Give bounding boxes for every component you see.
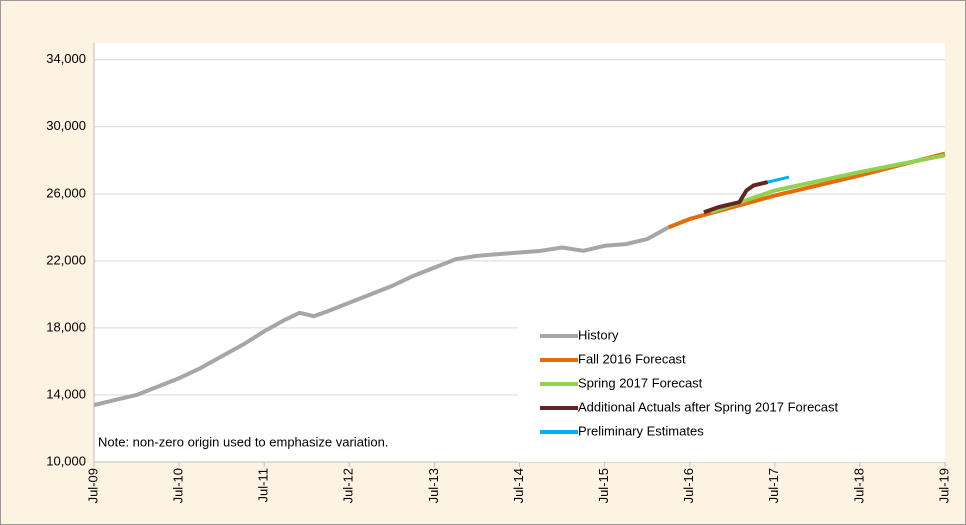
legend-label: Additional Actuals after Spring 2017 For… xyxy=(578,399,839,414)
y-tick-label: 26,000 xyxy=(46,185,86,200)
x-tick-label: Jul-17 xyxy=(766,468,781,503)
y-tick-label: 34,000 xyxy=(46,51,86,66)
series-line xyxy=(767,175,790,184)
legend-label: Fall 2016 Forecast xyxy=(578,351,686,366)
legend-box xyxy=(518,322,945,462)
series-line xyxy=(710,153,946,215)
series-line xyxy=(703,180,769,215)
x-tick-label: Jul-10 xyxy=(171,468,186,503)
y-tick-label: 14,000 xyxy=(46,386,86,401)
x-tick-label: Jul-18 xyxy=(851,468,866,503)
series-line xyxy=(93,225,670,407)
y-tick-label: 18,000 xyxy=(46,319,86,334)
note: Note: non-zero origin used to emphasize … xyxy=(98,434,389,449)
x-tick-label: Jul-15 xyxy=(596,468,611,503)
y-tick-label: 22,000 xyxy=(46,252,86,267)
x-tick-label: Jul-14 xyxy=(511,468,526,503)
note-box xyxy=(95,432,467,456)
x-tick-label: Jul-12 xyxy=(341,468,356,503)
x-tick-label: Jul-13 xyxy=(426,468,441,503)
legend-label: History xyxy=(578,327,619,342)
x-tick-label: Jul-19 xyxy=(936,468,951,503)
x-tick-label: Jul-09 xyxy=(85,468,100,503)
x-tick-label: Jul-11 xyxy=(256,468,271,502)
legend-label: Preliminary Estimates xyxy=(578,423,704,438)
legend-label: Spring 2017 Forecast xyxy=(578,375,703,390)
y-tick-label: 30,000 xyxy=(46,118,86,133)
x-tick-label: Jul-16 xyxy=(681,468,696,503)
y-tick-label: 10,000 xyxy=(46,453,86,468)
